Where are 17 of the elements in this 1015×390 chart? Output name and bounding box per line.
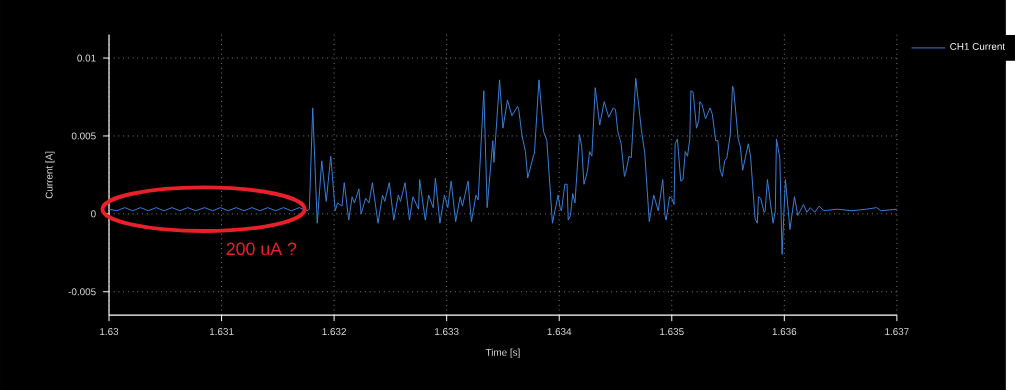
x-tick-label: 1.633 [435, 327, 459, 335]
x-tick-label: 1.631 [209, 327, 234, 335]
x-tick-label: 1.635 [660, 327, 684, 335]
y-axis-title: Current [A] [45, 151, 55, 199]
y-tick-label: -0.005 [68, 288, 96, 296]
x-axis-title: Time [s] [485, 348, 520, 358]
x-tick-label: 1.632 [322, 327, 346, 335]
x-tick-label: 1.63 [100, 327, 119, 335]
y-tick-label: 0.005 [71, 132, 96, 140]
y-tick-label: 0.01 [77, 54, 96, 62]
x-tick-label: 1.637 [885, 327, 909, 335]
legend-label: CH1 Current [950, 42, 1006, 50]
x-tick-label: 1.636 [772, 327, 797, 335]
annotation: 200 uA ? [226, 242, 297, 255]
x-tick-label: 1.634 [547, 327, 572, 335]
line-series [108, 77, 898, 255]
y-tick-label: 0 [90, 210, 96, 218]
